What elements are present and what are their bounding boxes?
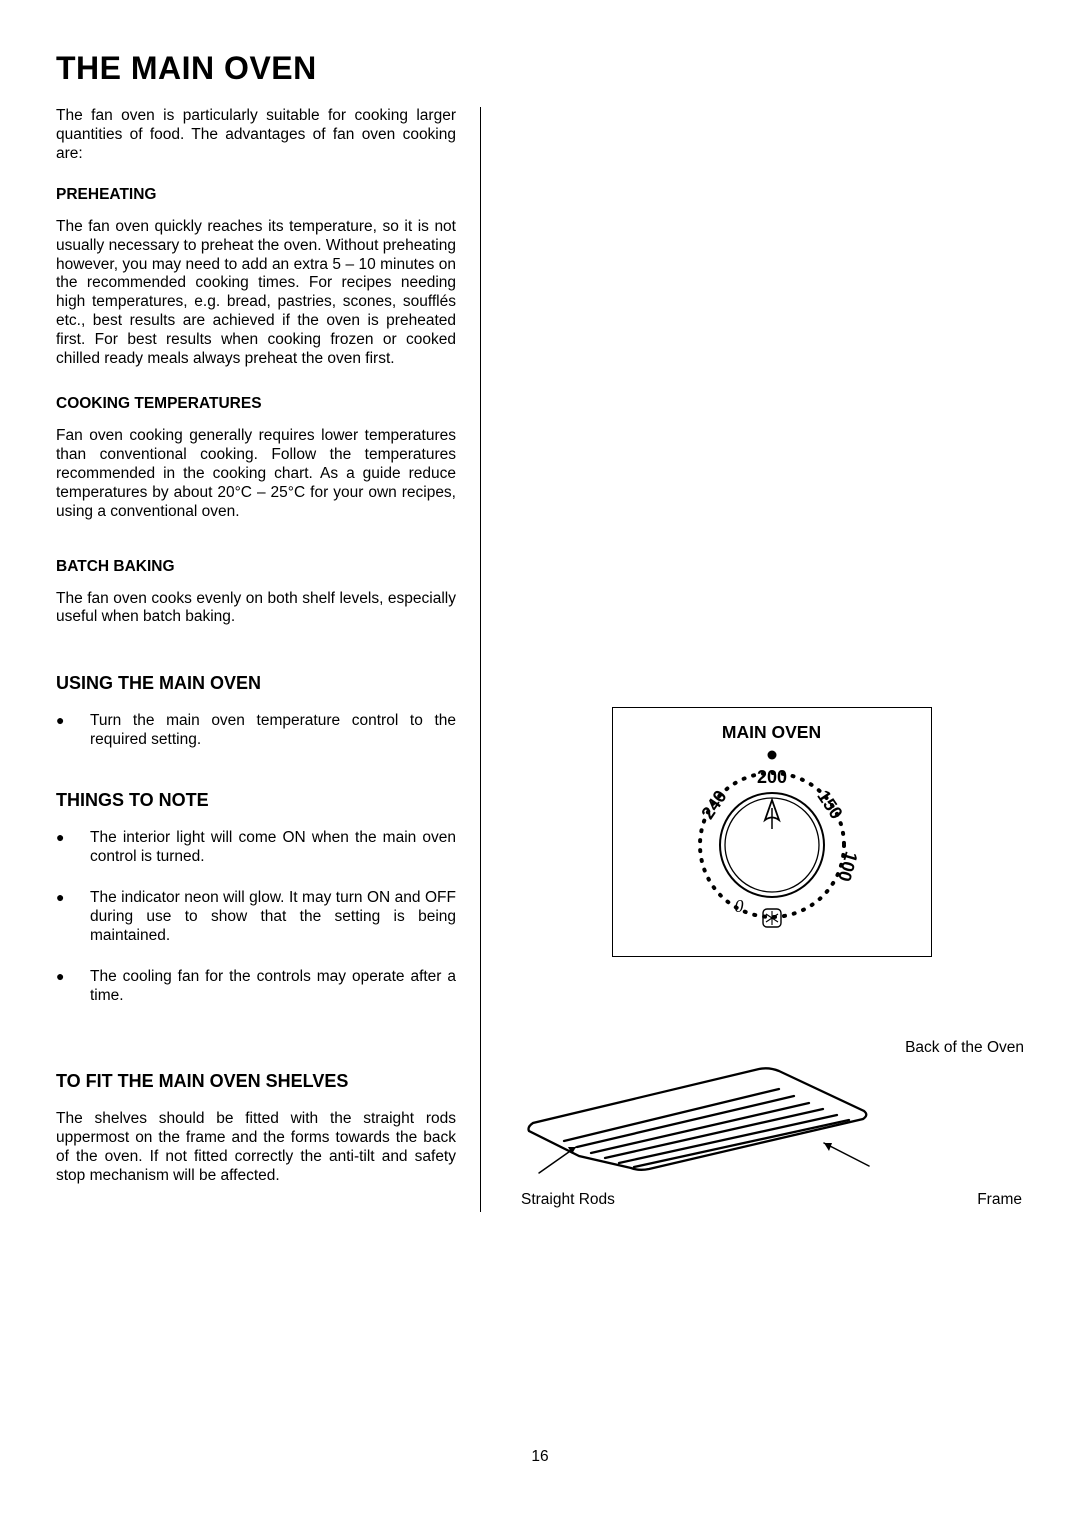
- batch-baking-body: The fan oven cooks evenly on both shelf …: [56, 590, 456, 628]
- shelf-rods-label: Straight Rods: [521, 1191, 615, 1209]
- svg-text:200: 200: [756, 767, 786, 787]
- right-column: MAIN OVEN 200 240 150 100: [519, 107, 1024, 1212]
- using-list: Turn the main oven temperature control t…: [56, 712, 456, 750]
- using-heading: USING THE MAIN OVEN: [56, 673, 456, 694]
- svg-text:0: 0: [734, 896, 743, 916]
- list-item: The indicator neon will glow. It may tur…: [56, 889, 456, 946]
- notes-list: The interior light will come ON when the…: [56, 829, 456, 1005]
- dial-diagram: MAIN OVEN 200 240 150 100: [612, 707, 932, 957]
- column-divider: [480, 107, 481, 1212]
- intro-text: The fan oven is particularly suitable fo…: [56, 107, 456, 164]
- batch-baking-heading: BATCH BAKING: [56, 558, 456, 576]
- cooking-temps-heading: COOKING TEMPERATURES: [56, 395, 456, 413]
- list-item: The interior light will come ON when the…: [56, 829, 456, 867]
- shelf-diagram: Back of the Oven: [519, 1039, 1024, 1209]
- list-item: Turn the main oven temperature control t…: [56, 712, 456, 750]
- svg-text:240: 240: [697, 787, 730, 823]
- left-column: The fan oven is particularly suitable fo…: [56, 107, 456, 1212]
- page-title: THE MAIN OVEN: [56, 50, 1024, 87]
- shelf-back-label: Back of the Oven: [519, 1039, 1024, 1057]
- cooking-temps-body: Fan oven cooking generally requires lowe…: [56, 427, 456, 522]
- dial-title: MAIN OVEN: [722, 722, 821, 743]
- preheating-heading: PREHEATING: [56, 186, 456, 204]
- list-item: The cooling fan for the controls may ope…: [56, 968, 456, 1006]
- fit-shelves-body: The shelves should be fitted with the st…: [56, 1110, 456, 1186]
- svg-text:100: 100: [834, 849, 862, 883]
- oven-shelf-icon: [519, 1061, 919, 1181]
- shelf-frame-label: Frame: [977, 1191, 1022, 1209]
- fit-shelves-heading: TO FIT THE MAIN OVEN SHELVES: [56, 1071, 456, 1092]
- oven-dial-icon: 200 240 150 100 0: [672, 745, 872, 945]
- notes-heading: THINGS TO NOTE: [56, 790, 456, 811]
- page-number: 16: [0, 1448, 1080, 1466]
- preheating-body: The fan oven quickly reaches its tempera…: [56, 218, 456, 369]
